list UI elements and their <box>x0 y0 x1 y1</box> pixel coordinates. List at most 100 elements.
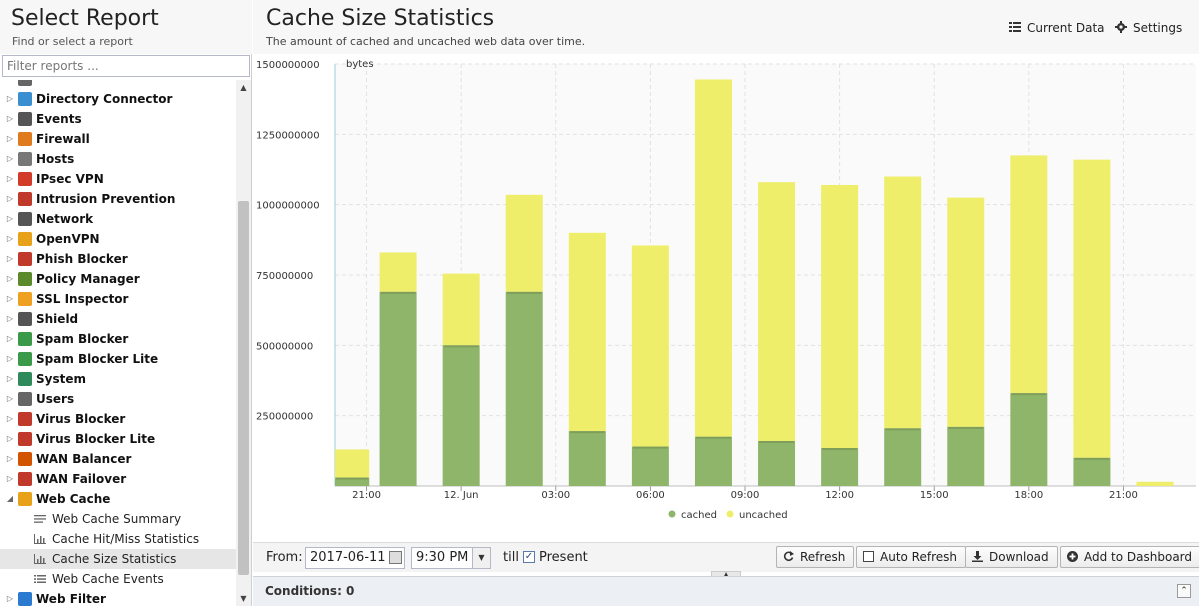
cached-bar[interactable] <box>1073 457 1111 486</box>
report-item-cache-hit-miss-statistics[interactable]: Cache Hit/Miss Statistics <box>0 529 236 549</box>
expand-arrow-icon[interactable]: ▷ <box>6 314 14 323</box>
app-item-ipsec-vpn[interactable]: ▷ IPsec VPN <box>0 169 236 189</box>
expand-arrow-icon[interactable]: ▷ <box>6 214 14 223</box>
settings-button[interactable]: Settings <box>1115 19 1182 37</box>
app-item-openvpn[interactable]: ▷ OpenVPN <box>0 229 236 249</box>
uncached-bar[interactable] <box>379 252 417 292</box>
app-item-directory-connector[interactable]: ▷ Directory Connector <box>0 89 236 109</box>
expand-arrow-icon[interactable]: ▷ <box>6 274 14 283</box>
uncached-bar[interactable] <box>1010 155 1048 394</box>
expand-up-icon[interactable]: ⌃ <box>1177 584 1191 598</box>
cached-bar[interactable] <box>947 426 985 486</box>
app-item-web-filter[interactable]: ▷ Web Filter <box>0 589 236 606</box>
conditions-bar[interactable]: Conditions: 0 ⌃ <box>253 576 1199 606</box>
calendar-icon[interactable] <box>389 551 402 564</box>
expand-arrow-icon[interactable]: ▷ <box>6 334 14 343</box>
cached-bar[interactable] <box>884 428 922 486</box>
refresh-button[interactable]: Refresh <box>776 546 855 568</box>
expand-arrow-icon[interactable]: ▷ <box>6 354 14 363</box>
filter-reports-input[interactable] <box>2 55 250 77</box>
uncached-bar[interactable] <box>631 245 669 447</box>
app-item-hosts[interactable]: ▷ Hosts <box>0 149 236 169</box>
uncached-bar[interactable] <box>505 194 543 292</box>
app-item-policy-manager[interactable]: ▷ Policy Manager <box>0 269 236 289</box>
expand-arrow-icon[interactable]: ▷ <box>6 374 14 383</box>
legend-cached-label[interactable]: cached <box>681 510 717 521</box>
expand-arrow-icon[interactable]: ▷ <box>6 454 14 463</box>
app-item-phish-blocker[interactable]: ▷ Phish Blocker <box>0 249 236 269</box>
cached-bar[interactable] <box>379 291 417 486</box>
legend-uncached-label[interactable]: uncached <box>739 510 788 521</box>
current-data-label: Current Data <box>1027 21 1105 35</box>
cached-bar[interactable] <box>335 477 370 486</box>
scroll-down-icon[interactable]: ▼ <box>240 594 247 603</box>
x-tick-label: 03:00 <box>541 490 570 501</box>
cached-bar[interactable] <box>631 446 669 486</box>
download-button[interactable]: Download <box>965 546 1058 568</box>
app-item-users[interactable]: ▷ Users <box>0 389 236 409</box>
app-item-firewall[interactable]: ▷ Firewall <box>0 129 236 149</box>
app-item-intrusion-prevention[interactable]: ▷ Intrusion Prevention <box>0 189 236 209</box>
present-checkbox[interactable]: ✓ <box>523 551 535 563</box>
cached-bar[interactable] <box>694 436 732 486</box>
cached-bar[interactable] <box>1010 393 1048 486</box>
app-item-spam-blocker[interactable]: ▷ Spam Blocker <box>0 329 236 349</box>
uncached-bar[interactable] <box>1136 481 1174 486</box>
cached-bar[interactable] <box>568 431 606 486</box>
expand-arrow-icon[interactable]: ▷ <box>6 174 14 183</box>
from-time-select[interactable]: 9:30 PM ▼ <box>411 547 491 569</box>
app-item-web-cache[interactable]: ◢ Web Cache <box>0 489 236 509</box>
expand-arrow-icon[interactable]: ▷ <box>6 194 14 203</box>
cached-bar[interactable] <box>442 345 480 486</box>
uncached-bar[interactable] <box>947 197 985 427</box>
expand-arrow-icon[interactable]: ▷ <box>6 394 14 403</box>
expand-arrow-icon[interactable]: ▷ <box>6 414 14 423</box>
current-data-button[interactable]: Current Data <box>1009 19 1105 37</box>
app-item-virus-blocker-lite[interactable]: ▷ Virus Blocker Lite <box>0 429 236 449</box>
directory-connector-icon <box>18 92 32 106</box>
app-item-ssl-inspector[interactable]: ▷ SSL Inspector <box>0 289 236 309</box>
app-item-shield[interactable]: ▷ Shield <box>0 309 236 329</box>
app-item-spam-blocker-lite[interactable]: ▷ Spam Blocker Lite <box>0 349 236 369</box>
uncached-bar[interactable] <box>1073 159 1111 458</box>
expand-arrow-icon[interactable]: ▷ <box>6 254 14 263</box>
tree-scrollbar[interactable]: ▲ ▼ <box>236 80 251 606</box>
uncached-bar[interactable] <box>758 182 796 441</box>
expand-arrow-icon[interactable]: ▷ <box>6 114 14 123</box>
uncached-bar[interactable] <box>335 449 370 478</box>
scroll-thumb[interactable] <box>238 201 249 575</box>
uncached-bar[interactable] <box>884 176 922 429</box>
uncached-bar[interactable] <box>694 79 732 437</box>
app-item-system[interactable]: ▷ System <box>0 369 236 389</box>
uncached-bar[interactable] <box>442 273 480 346</box>
app-item-events[interactable]: ▷ Events <box>0 109 236 129</box>
auto-refresh-button[interactable]: Auto Refresh <box>856 546 966 568</box>
app-item-wan-balancer[interactable]: ▷ WAN Balancer <box>0 449 236 469</box>
report-item-web-cache-summary[interactable]: Web Cache Summary <box>0 509 236 529</box>
add-to-dashboard-button[interactable]: Add to Dashboard <box>1060 546 1199 568</box>
uncached-bar[interactable] <box>568 232 606 432</box>
expand-arrow-icon[interactable]: ▷ <box>6 594 14 603</box>
cached-bar[interactable] <box>505 291 543 486</box>
expand-arrow-icon[interactable]: ▷ <box>6 474 14 483</box>
expand-arrow-icon[interactable]: ▷ <box>6 434 14 443</box>
cached-bar[interactable] <box>821 448 859 486</box>
expand-arrow-icon[interactable]: ▷ <box>6 234 14 243</box>
expand-arrow-icon[interactable]: ▷ <box>6 134 14 143</box>
cached-bar[interactable] <box>758 440 796 486</box>
expand-arrow-icon[interactable]: ▷ <box>6 294 14 303</box>
collapse-handle-icon[interactable]: ▲ <box>711 571 741 578</box>
app-item-virus-blocker[interactable]: ▷ Virus Blocker <box>0 409 236 429</box>
chevron-down-icon[interactable]: ▼ <box>472 548 490 568</box>
expand-arrow-icon[interactable]: ▷ <box>6 94 14 103</box>
cached-bar-top <box>336 477 369 480</box>
expanded-arrow-icon[interactable]: ◢ <box>6 494 14 503</box>
uncached-bar[interactable] <box>821 184 859 449</box>
expand-arrow-icon[interactable]: ▷ <box>6 154 14 163</box>
from-date-field[interactable]: 2017-06-11 <box>305 547 405 569</box>
scroll-up-icon[interactable]: ▲ <box>240 83 247 92</box>
report-item-web-cache-events[interactable]: Web Cache Events <box>0 569 236 589</box>
report-item-cache-size-statistics[interactable]: Cache Size Statistics <box>0 549 236 569</box>
app-item-wan-failover[interactable]: ▷ WAN Failover <box>0 469 236 489</box>
app-item-network[interactable]: ▷ Network <box>0 209 236 229</box>
